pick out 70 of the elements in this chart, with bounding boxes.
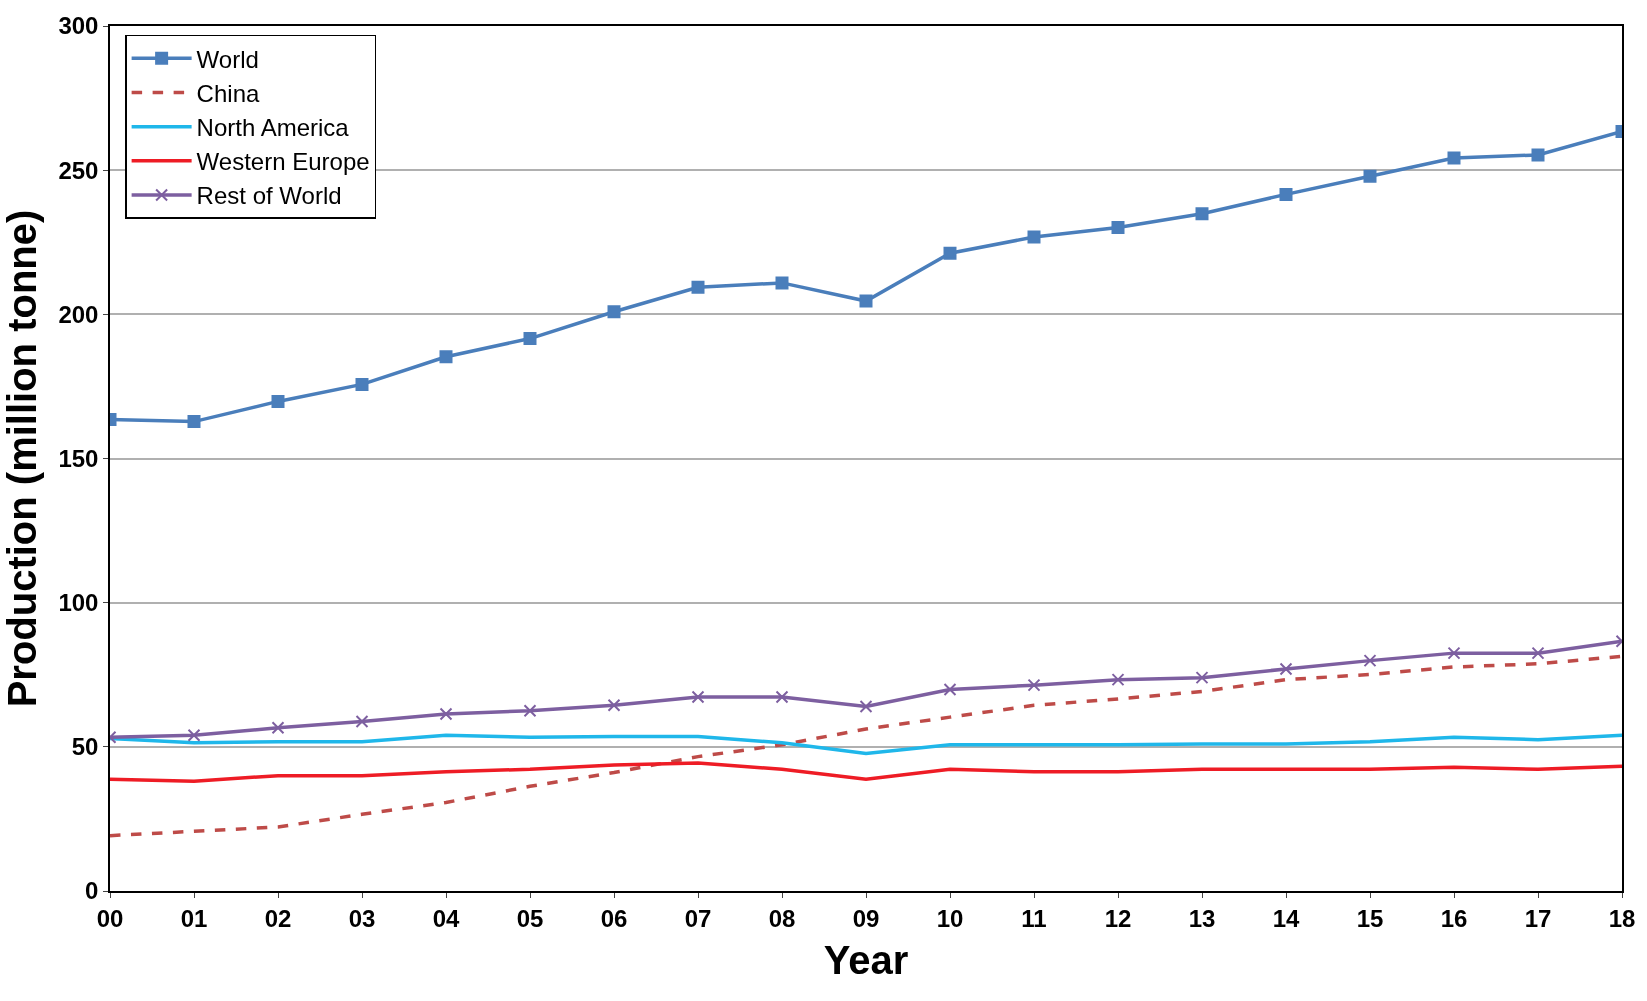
- x-tick-label: 10: [936, 904, 964, 932]
- legend-label: Western Europe: [196, 148, 370, 176]
- legend-label: China: [196, 79, 260, 107]
- x-tick-label: 02: [264, 904, 292, 932]
- point: [943, 682, 957, 696]
- y-tick-label: 0: [85, 877, 99, 905]
- point: [271, 394, 285, 408]
- point: [1279, 187, 1293, 201]
- point: [1279, 662, 1293, 676]
- point: [523, 704, 537, 718]
- point: [1195, 207, 1209, 221]
- point: [1531, 148, 1545, 162]
- point: [1195, 671, 1209, 685]
- line-series: [110, 761, 1622, 783]
- x-tick-label: 06: [600, 904, 628, 932]
- line-series: [110, 654, 1622, 838]
- x-tick-label: 11: [1021, 904, 1047, 932]
- x-tick-label: 15: [1356, 904, 1384, 932]
- x-tick-label: 04: [432, 904, 460, 932]
- point: [1027, 678, 1041, 692]
- legend-label: World: [196, 45, 259, 73]
- point: [523, 332, 537, 346]
- point: [943, 246, 957, 260]
- point: [1111, 221, 1125, 235]
- x-tick-label: 17: [1524, 904, 1552, 932]
- point: [1363, 654, 1377, 668]
- point: [271, 721, 285, 735]
- point: [1447, 151, 1461, 165]
- y-tick-label: 150: [58, 444, 99, 472]
- x-tick-label: 05: [516, 904, 544, 932]
- x-tick-label: 00: [96, 904, 124, 932]
- point: [691, 690, 705, 704]
- x-tick-label: 08: [768, 904, 796, 932]
- point: [1363, 169, 1377, 183]
- point: [187, 415, 201, 429]
- point: [1027, 230, 1041, 244]
- point: [775, 276, 789, 290]
- point: [439, 707, 453, 721]
- x-tick-label: 18: [1608, 904, 1636, 932]
- point: [1531, 646, 1545, 660]
- x-tick-label: 01: [180, 904, 208, 932]
- point: [355, 377, 369, 391]
- y-tick-label: 50: [71, 733, 99, 761]
- point: [355, 714, 369, 728]
- point: [1111, 673, 1125, 687]
- y-tick-label: 250: [58, 156, 99, 184]
- point: [1447, 646, 1461, 660]
- point: [607, 305, 621, 319]
- y-tick-label: 200: [58, 300, 99, 328]
- x-tick-label: 14: [1272, 904, 1300, 932]
- y-tick-label: 100: [58, 589, 99, 617]
- x-tick-label: 07: [684, 904, 712, 932]
- point: [439, 350, 453, 364]
- y-tick-label: 300: [58, 12, 99, 40]
- x-tick-label: 09: [852, 904, 880, 932]
- point: [859, 699, 873, 713]
- legend-label: North America: [196, 114, 350, 142]
- x-tick-label: 12: [1104, 904, 1132, 932]
- point: [607, 698, 621, 712]
- y-axis-title: Production (million tonne): [0, 209, 44, 708]
- line-series: [110, 733, 1622, 756]
- x-axis-title: Year: [823, 937, 909, 982]
- point: [187, 728, 201, 742]
- x-tick-label: 03: [348, 904, 376, 932]
- x-tick-label: 16: [1440, 904, 1468, 932]
- legend-label: Rest of World: [196, 182, 342, 210]
- x-tick-label: 13: [1188, 904, 1216, 932]
- point: [691, 280, 705, 294]
- point: [775, 690, 789, 704]
- point: [859, 294, 873, 308]
